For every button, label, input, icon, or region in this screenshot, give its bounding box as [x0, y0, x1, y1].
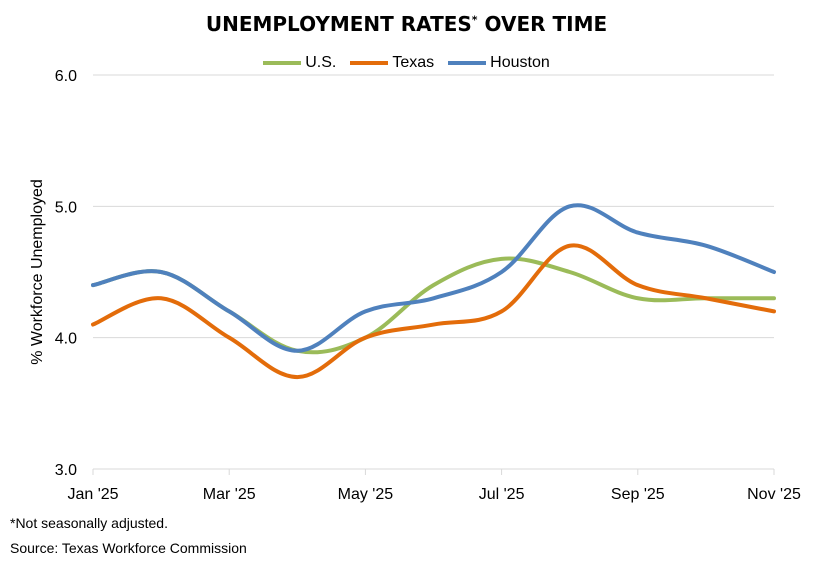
y-tick-label: 5.0	[55, 199, 77, 216]
x-tick-label: Mar '25	[203, 486, 256, 503]
legend-label-texas: Texas	[392, 54, 435, 71]
legend-swatch-houston	[448, 61, 487, 65]
title-suffix: OVER TIME	[484, 12, 608, 36]
title-text: UNEMPLOYMENT RATES	[205, 12, 472, 36]
legend-label-houston: Houston	[490, 54, 550, 71]
x-tick-label: May '25	[338, 486, 394, 503]
y-tick-label: 6.0	[55, 68, 77, 85]
y-tick-label: 3.0	[55, 462, 77, 479]
legend-item-texas: Texas	[350, 54, 434, 72]
legend-swatch-texas	[350, 61, 389, 65]
source-note: Source: Texas Workforce Commission	[10, 540, 247, 556]
legend-item-us: U.S.	[263, 54, 336, 72]
footnote: *Not seasonally adjusted.	[10, 515, 168, 531]
x-tick-label: Jul '25	[479, 486, 525, 503]
y-axis-label: % Workforce Unemployed	[29, 179, 46, 365]
legend-label-us: U.S.	[305, 54, 337, 71]
chart-title: UNEMPLOYMENT RATES* OVER TIME	[0, 12, 813, 36]
tick-labels: 3.0 4.0 5.0 6.0 Jan '25 Mar '25 May '25 Jul '25…	[55, 68, 801, 503]
series-line-us	[91, 256, 776, 355]
x-tick-label: Jan '25	[67, 486, 118, 503]
title-asterisk: *	[471, 13, 478, 27]
axes	[92, 468, 775, 475]
series-lines	[91, 203, 776, 380]
y-tick-label: 4.0	[55, 331, 77, 348]
gridlines	[93, 74, 774, 470]
x-tick-label: Nov '25	[747, 486, 801, 503]
legend-swatch-us	[263, 61, 302, 65]
series-line-houston	[91, 203, 776, 353]
series-line-texas	[91, 243, 776, 380]
legend-item-houston: Houston	[448, 54, 550, 72]
legend: U.S. Texas Houston	[0, 54, 813, 72]
x-tick-label: Sep '25	[611, 486, 665, 503]
